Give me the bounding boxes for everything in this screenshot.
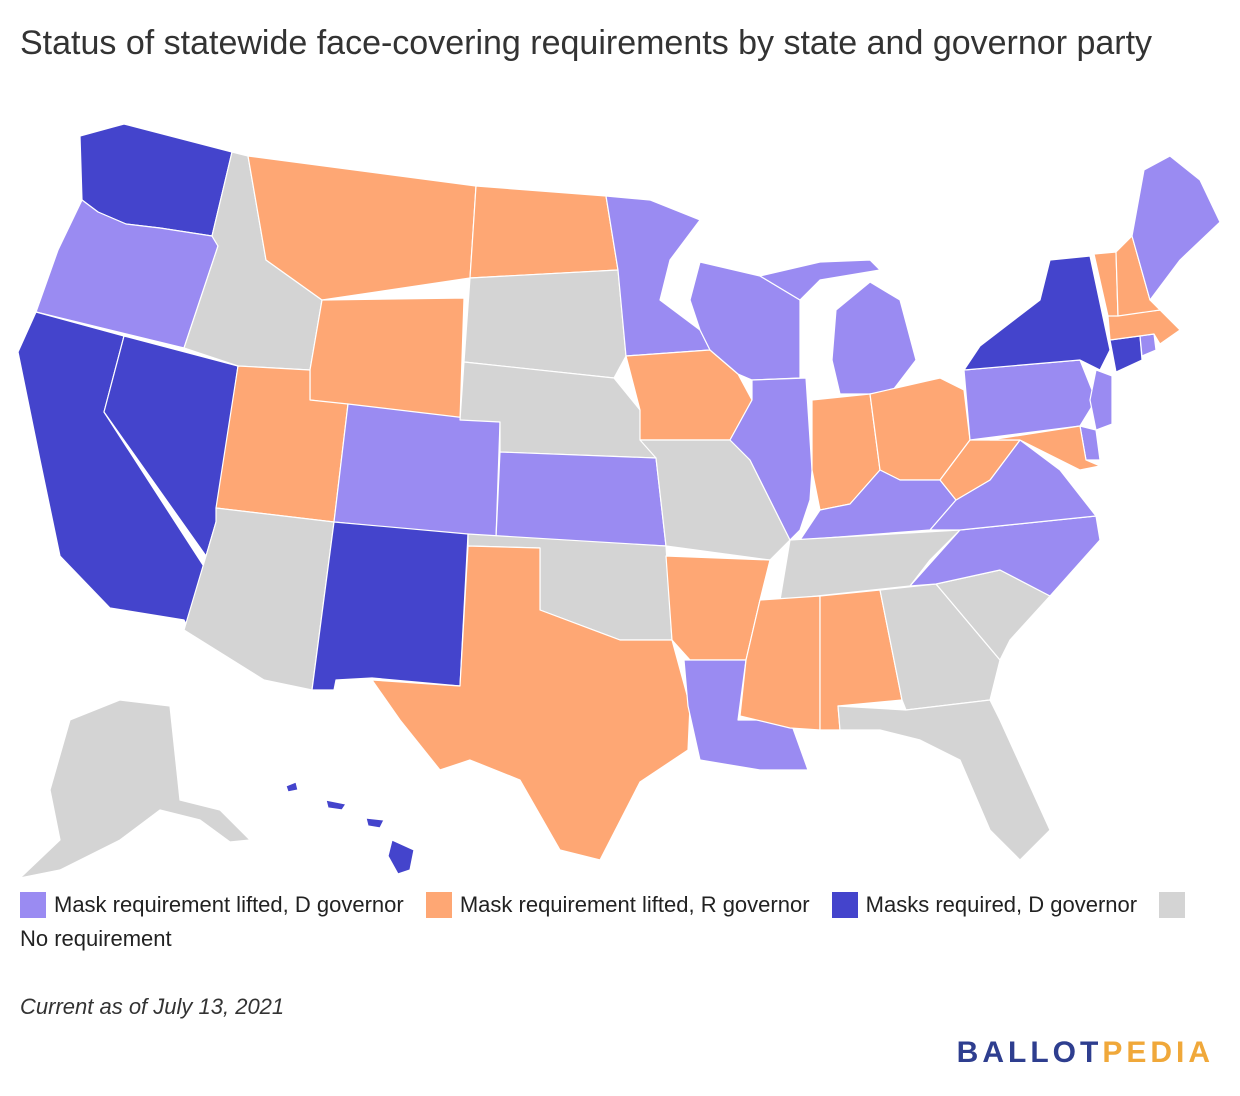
legend-item-lifted-d: Mask requirement lifted, D governor — [20, 892, 404, 918]
state-new-hampshire[interactable] — [1115, 235, 1161, 317]
state-new-mexico[interactable] — [311, 521, 469, 691]
state-minnesota[interactable] — [605, 195, 711, 357]
ballotpedia-logo: BALLOTPEDIA — [957, 1036, 1214, 1070]
state-maine[interactable] — [1131, 155, 1221, 301]
state-new-jersey[interactable] — [1089, 369, 1113, 431]
state-rhode-island[interactable] — [1139, 333, 1157, 357]
state-hawaii[interactable] — [285, 781, 415, 875]
state-alaska[interactable] — [19, 699, 251, 878]
logo-part-ballot: BALLOT — [956, 1036, 1103, 1069]
state-south-dakota[interactable] — [463, 269, 627, 379]
legend-label-lifted-r: Mask requirement lifted, R governor — [459, 892, 810, 917]
chart-title: Status of statewide face-covering requir… — [20, 24, 1153, 62]
legend-swatch-none — [1159, 892, 1186, 918]
legend-swatch-required-d — [831, 892, 858, 918]
state-new-york[interactable] — [963, 255, 1111, 371]
legend-item-none: No requirement — [20, 892, 1193, 951]
state-montana[interactable] — [247, 155, 477, 301]
us-state-map — [17, 123, 1221, 878]
map-legend: Mask requirement lifted, D governor Mask… — [20, 888, 1200, 956]
state-kansas[interactable] — [495, 451, 667, 547]
state-north-dakota[interactable] — [469, 185, 619, 279]
state-texas[interactable] — [371, 545, 691, 861]
legend-swatch-lifted-r — [425, 892, 452, 918]
legend-label-none: No requirement — [20, 926, 172, 951]
legend-label-lifted-d: Mask requirement lifted, D governor — [54, 892, 404, 917]
as-of-note: Current as of July 13, 2021 — [20, 994, 285, 1019]
state-maryland[interactable] — [989, 425, 1101, 471]
legend-label-required-d: Masks required, D governor — [865, 892, 1138, 917]
state-illinois[interactable] — [729, 377, 813, 541]
logo-part-pedia: PEDIA — [1102, 1036, 1214, 1069]
state-florida[interactable] — [837, 699, 1051, 861]
legend-item-required-d: Masks required, D governor — [831, 892, 1138, 918]
state-connecticut[interactable] — [1109, 335, 1143, 373]
legend-item-lifted-r: Mask requirement lifted, R governor — [425, 892, 810, 918]
legend-swatch-lifted-d — [20, 892, 46, 918]
state-wyoming[interactable] — [309, 297, 465, 421]
state-tennessee[interactable] — [779, 529, 961, 601]
state-colorado[interactable] — [333, 403, 501, 539]
state-michigan[interactable] — [759, 259, 917, 395]
